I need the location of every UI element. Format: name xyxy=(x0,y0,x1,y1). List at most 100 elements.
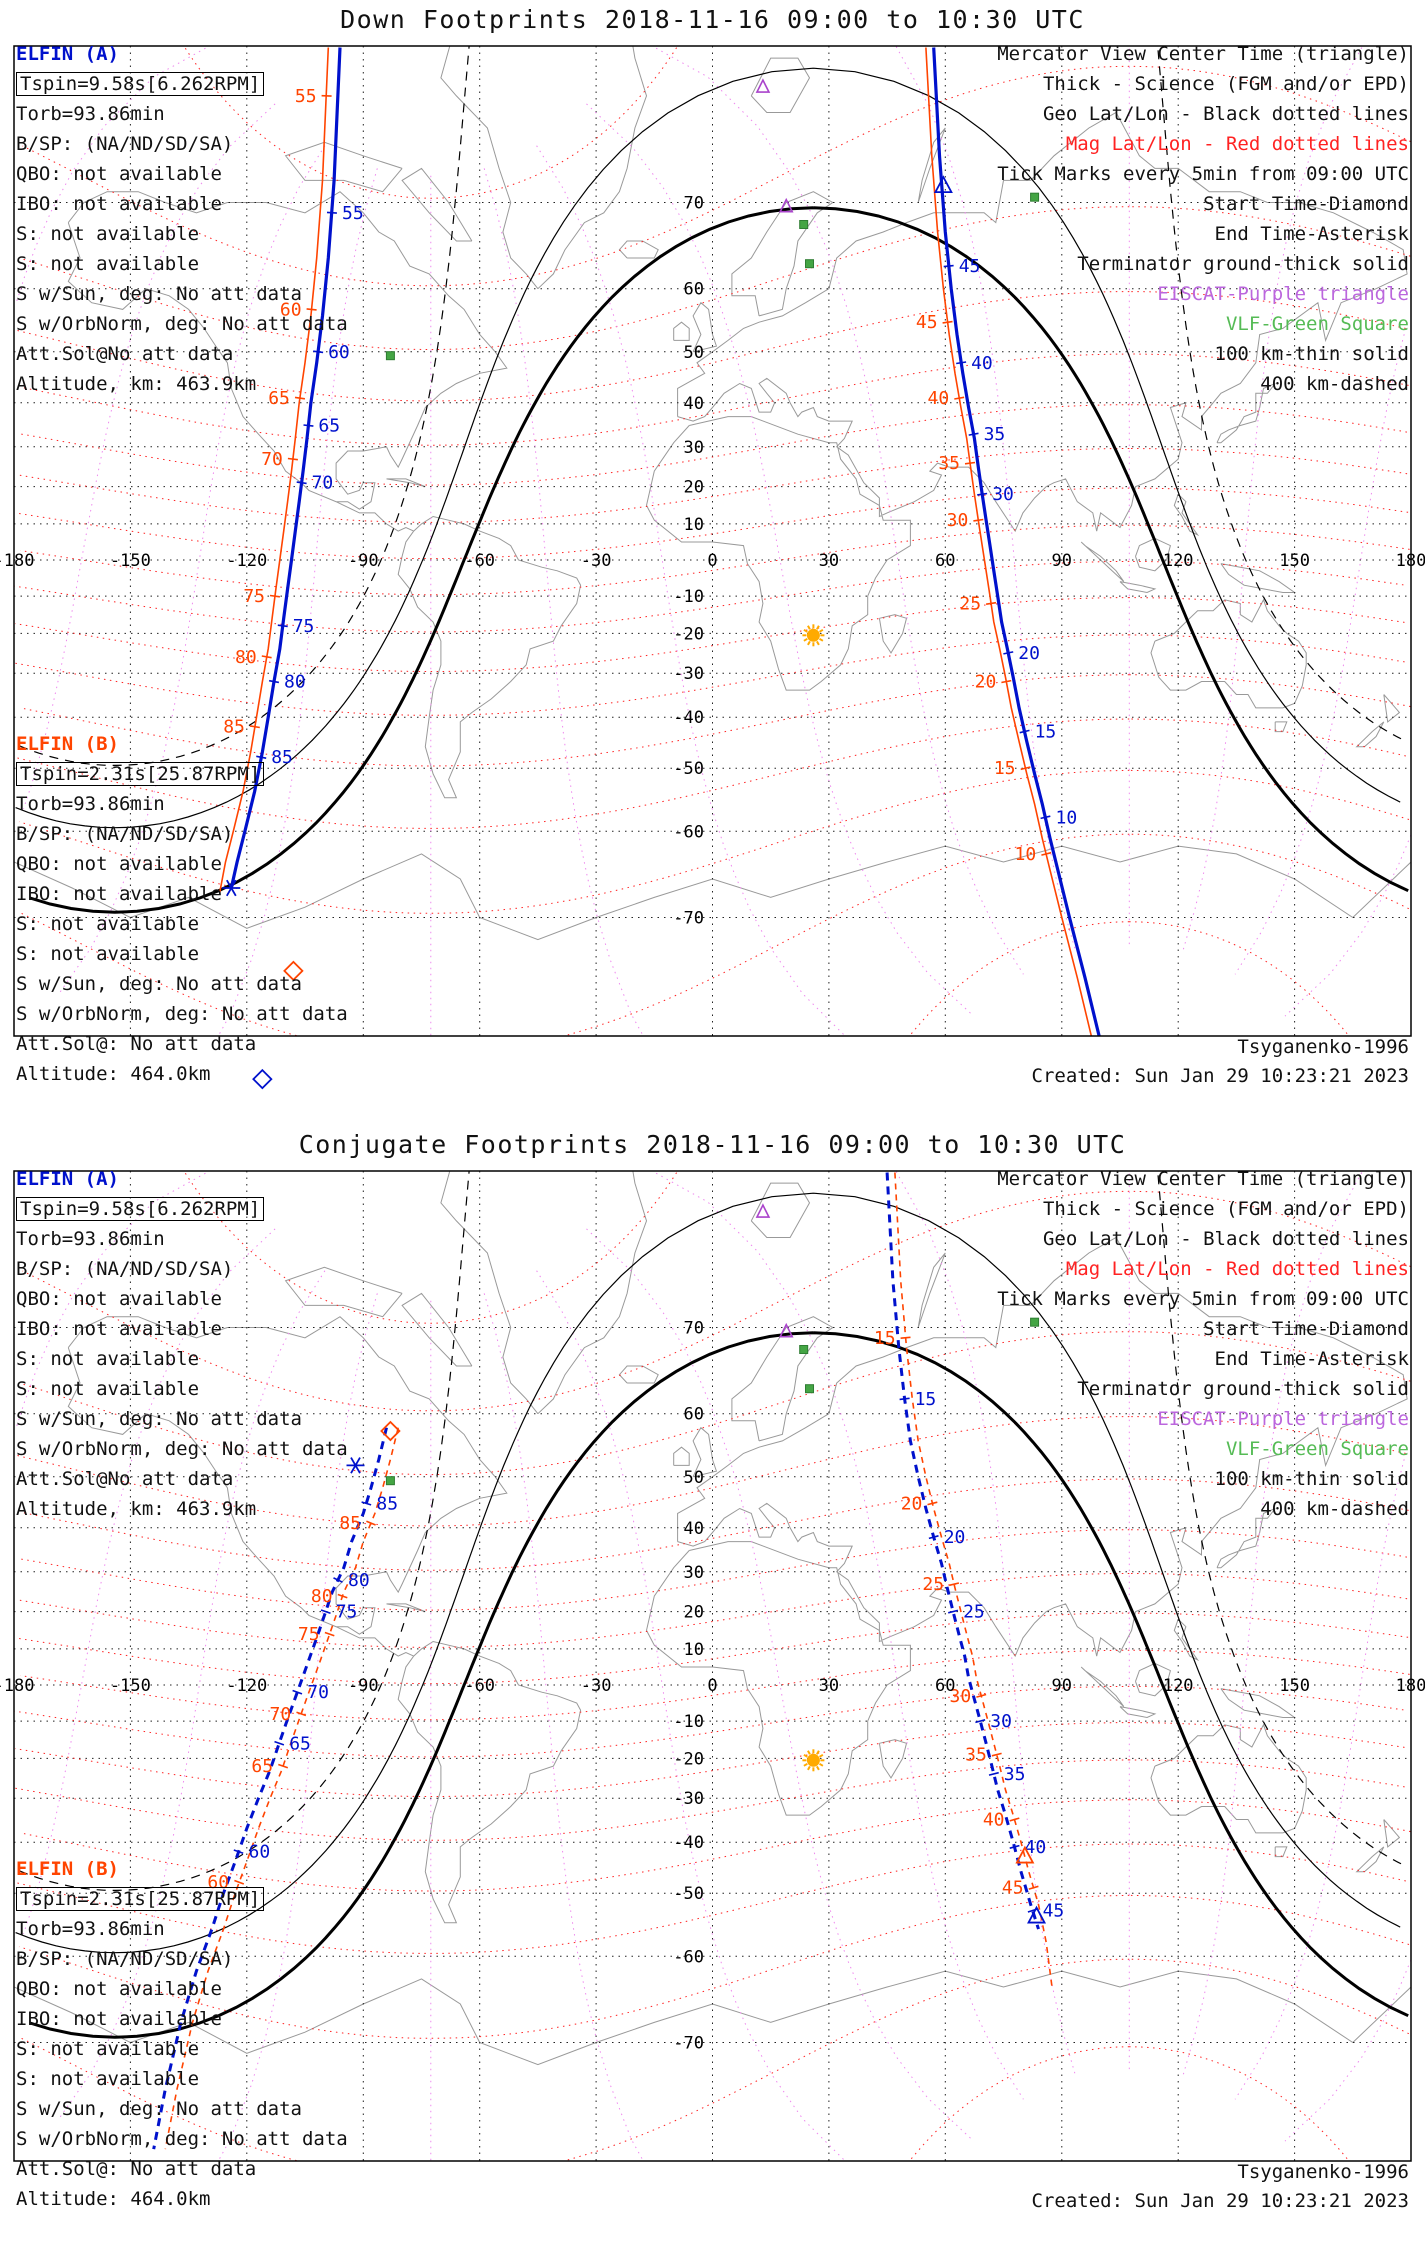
info-line: S w/OrbNorm, deg: No att data xyxy=(16,313,348,335)
lat-label: 60 xyxy=(684,1405,704,1425)
mlat-tick xyxy=(333,1577,343,1583)
elfin-a-east-track xyxy=(932,47,1101,1036)
panel-title: Conjugate Footprints 2018-11-16 09:00 to… xyxy=(298,1130,1127,1159)
mlat-tick xyxy=(294,396,306,400)
mlat-tick-label: 65 xyxy=(251,1756,273,1777)
info-line: Altitude, km: 463.9km xyxy=(16,1498,257,1520)
conjugate-footprints-panel: 85 80 75 70 65 60 85 80 75 70 65 60 15 20 25 30 35 40 45 15… xyxy=(0,1125,1425,2250)
info-line: S w/Sun, deg: No att data xyxy=(16,283,302,305)
model-label: Tsyganenko-1996 xyxy=(1237,2161,1409,2183)
info-line: QBO: not available xyxy=(16,1978,222,2000)
info-line: Altitude, km: 463.9km xyxy=(16,373,257,395)
mlat-tick-label: 45 xyxy=(959,256,981,277)
lon-label: 60 xyxy=(935,551,955,571)
mlat-tick xyxy=(296,1711,307,1717)
info-line: QBO: not available xyxy=(16,1288,222,1310)
eiscat-triangle-icon xyxy=(755,78,771,93)
mlat-tick-label: 65 xyxy=(289,1733,311,1754)
legend-line: Mercator View Center Time (triangle) xyxy=(997,43,1409,65)
mlat-tick xyxy=(361,1501,372,1506)
legend-line: Thick - Science (FGM and/or EPD) xyxy=(1042,1198,1409,1220)
coastlines xyxy=(14,46,1411,941)
lon-label: -30 xyxy=(581,1676,612,1696)
vlf-square-icon xyxy=(385,351,395,361)
lat-label: -70 xyxy=(673,909,704,929)
end-asterisk-icon xyxy=(346,1457,365,1474)
mlat-tick xyxy=(977,492,988,496)
lat-label: 10 xyxy=(684,515,704,535)
info-line: B/SP: (NA/ND/SD/SA) xyxy=(16,823,234,845)
mlat-tick-label: 70 xyxy=(307,1682,329,1703)
mag-lon-grid xyxy=(15,46,1411,1036)
info-line: QBO: not available xyxy=(16,163,222,185)
eiscat-triangle-icon xyxy=(755,1203,771,1218)
legend-line: Tick Marks every 5min from 09:00 UTC xyxy=(997,1288,1409,1310)
mlat-tick-label: 60 xyxy=(280,299,302,320)
sun-icon xyxy=(802,624,825,647)
mlat-tick-label: 80 xyxy=(311,1586,333,1607)
elfin-a-east-track xyxy=(885,1172,1040,1930)
legend-line: Geo Lat/Lon - Black dotted lines xyxy=(1042,1228,1409,1250)
lat-label: 50 xyxy=(684,1468,704,1488)
elfin-a-west-track xyxy=(229,47,342,889)
info-line: IBO: not available xyxy=(16,1318,222,1340)
map-canvas: 8580757065608580757065601520253035404515… xyxy=(0,1170,1425,2162)
legend-line: EISCAT-Purple triangle xyxy=(1157,283,1409,305)
mlat-tick-label: 45 xyxy=(916,312,938,333)
mlat-tick-label: 65 xyxy=(318,416,340,437)
mlat-tick-label: 15 xyxy=(915,1389,937,1410)
mlat-tick-label: 60 xyxy=(249,1842,271,1863)
vlf-square-icon xyxy=(805,1384,815,1394)
elfin-a-west-track xyxy=(152,1427,388,2150)
mlat-tick-label: 85 xyxy=(223,717,245,738)
lon-label: 0 xyxy=(707,551,717,571)
mlat-tick xyxy=(949,1582,960,1587)
mag-lat-grid xyxy=(14,1171,1411,2161)
lat-label: 50 xyxy=(684,343,704,363)
info-line: Torb=93.86min xyxy=(16,1228,165,1250)
info-line: IBO: not available xyxy=(16,883,222,905)
legend-line: VLF-Green Square xyxy=(1225,1438,1409,1460)
mlat-tick xyxy=(1001,679,1012,684)
legend-line: 400 km-dashed xyxy=(1260,373,1409,395)
mlat-tick xyxy=(277,624,288,628)
legend-line: 100 km-thin solid xyxy=(1214,1468,1409,1490)
lat-label: 20 xyxy=(684,1603,704,1623)
mlat-tick xyxy=(1020,766,1031,771)
lat-label: -50 xyxy=(673,759,704,779)
start-diamond-icon xyxy=(380,1420,401,1442)
mlat-tick-label: 25 xyxy=(922,1574,944,1595)
mlat-tick-label: 70 xyxy=(270,1704,292,1725)
mlat-tick xyxy=(1040,815,1051,820)
lon-label: -150 xyxy=(110,551,151,571)
model-label: Tsyganenko-1996 xyxy=(1237,1036,1409,1058)
legend-line: Thick - Science (FGM and/or EPD) xyxy=(1042,73,1409,95)
mlat-tick-label: 25 xyxy=(963,1602,985,1623)
mlat-tick-label: 30 xyxy=(990,1711,1012,1732)
info-line: Torb=93.86min xyxy=(16,103,165,125)
mlat-tick xyxy=(943,264,954,268)
mlat-tick-label: 15 xyxy=(1035,722,1057,743)
terminator-400km xyxy=(19,46,1408,767)
start-diamond-icon xyxy=(283,960,304,982)
legend-line: Mag Lat/Lon - Red dotted lines xyxy=(1065,133,1409,155)
legend-line: Start Time-Diamond xyxy=(1203,193,1409,215)
lon-label: -120 xyxy=(226,1676,267,1696)
info-line: S: not available xyxy=(16,1348,200,1370)
lon-label: -30 xyxy=(581,551,612,571)
mlat-tick-label: 75 xyxy=(243,586,265,607)
lat-label: -50 xyxy=(673,1884,704,1904)
geo-grid xyxy=(14,1171,1411,2161)
mlat-tick xyxy=(274,1740,285,1746)
eiscat-triangle-icon xyxy=(778,1322,794,1338)
info-line: Tspin=2.31s[25.87RPM] xyxy=(16,1884,348,1914)
lat-label: -20 xyxy=(673,624,704,644)
mlat-tick xyxy=(1009,1817,1020,1822)
mlat-tick xyxy=(954,396,965,400)
lat-label: 70 xyxy=(684,194,704,214)
legend-line: 100 km-thin solid xyxy=(1214,343,1409,365)
terminator-ground xyxy=(29,206,1409,914)
mlat-tick-label: 15 xyxy=(874,1328,896,1349)
mlat-tick xyxy=(261,655,272,659)
mlat-tick-label: 80 xyxy=(348,1570,370,1591)
